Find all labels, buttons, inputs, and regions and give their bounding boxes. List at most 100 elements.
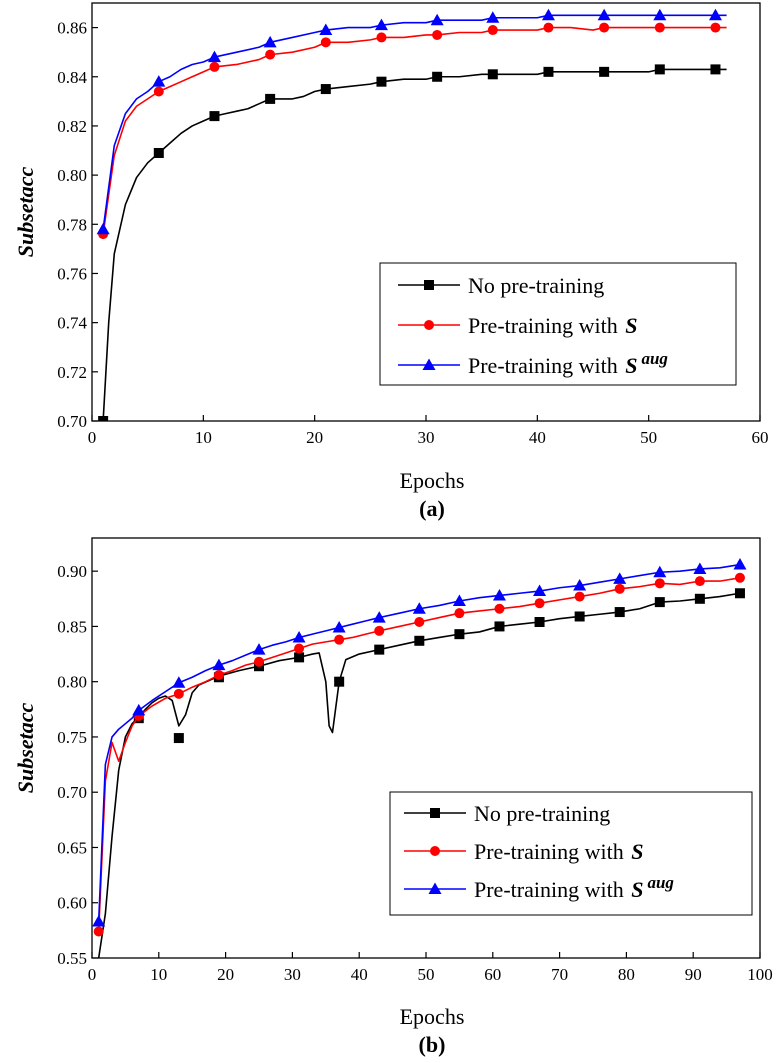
data-point-no-pretraining xyxy=(320,84,331,95)
data-point-pretraining-saug xyxy=(152,75,166,87)
legend-label-text: No pre-training xyxy=(468,273,604,298)
series-pretraining-saug xyxy=(92,558,747,927)
series-no-pretraining xyxy=(98,64,727,421)
x-tick-label: 10 xyxy=(195,428,212,447)
data-point-no-pretraining xyxy=(98,416,109,421)
data-point-pretraining-saug xyxy=(212,658,226,671)
y-tick-label: 0.76 xyxy=(57,264,87,283)
series-pretraining-s xyxy=(93,572,745,937)
data-point-pretraining-saug xyxy=(263,35,277,48)
y-axis-ticks: 0.70 0.72 0.74 0.76 0.78 0.80 0.82 0.84 0.86 xyxy=(57,19,98,431)
data-point-pretraining-s xyxy=(614,583,625,594)
y-tick-label: 0.74 xyxy=(57,314,87,333)
data-point-no-pretraining xyxy=(173,733,184,744)
data-point-pretraining-s xyxy=(173,688,184,699)
legend-label-no-pretraining: No pre-training xyxy=(474,801,610,826)
legend-marker-no-pretraining xyxy=(424,280,434,290)
x-tick-label: 60 xyxy=(752,428,769,447)
data-point-no-pretraining xyxy=(432,71,443,82)
data-point-pretraining-s xyxy=(487,25,498,36)
data-point-pretraining-saug xyxy=(653,8,667,21)
data-point-pretraining-saug xyxy=(374,18,388,31)
legend-label-text: Pre-training with xyxy=(468,313,623,338)
x-axis-title: Epochs xyxy=(400,468,465,493)
legend-superscript: aug xyxy=(641,349,668,368)
data-point-pretraining-saug xyxy=(492,588,506,601)
y-tick-label: 0.70 xyxy=(57,783,87,802)
x-tick-label: 20 xyxy=(306,428,323,447)
data-point-pretraining-saug xyxy=(132,703,146,716)
legend-symbol: S xyxy=(625,313,637,338)
chart-panel-b: 0.55 0.60 0.65 0.70 0.75 0.80 0.85 0.90 0 10 20 30… xyxy=(13,537,773,1057)
legend-marker-no-pretraining xyxy=(430,808,440,818)
x-tick-label: 70 xyxy=(551,965,568,984)
data-point-pretraining-s xyxy=(153,86,164,97)
data-point-no-pretraining xyxy=(294,652,305,663)
y-tick-label: 0.86 xyxy=(57,19,87,38)
data-point-no-pretraining xyxy=(599,66,610,77)
data-point-pretraining-saug xyxy=(597,8,611,21)
data-point-pretraining-s xyxy=(534,598,545,609)
data-point-pretraining-s xyxy=(543,22,554,33)
data-point-pretraining-saug xyxy=(613,572,627,584)
data-point-pretraining-saug xyxy=(92,915,106,927)
legend-label-pretraining-s: Pre-training with S xyxy=(474,839,643,864)
x-tick-label: 40 xyxy=(351,965,368,984)
data-point-pretraining-saug xyxy=(412,602,426,614)
legend-symbol: S xyxy=(631,839,643,864)
data-point-pretraining-saug xyxy=(207,50,221,63)
data-point-pretraining-s xyxy=(294,643,305,654)
y-tick-label: 0.90 xyxy=(57,562,87,581)
y-tick-label: 0.60 xyxy=(57,894,87,913)
legend-label-text: Pre-training with xyxy=(474,839,629,864)
x-axis-ticks: 0 10 20 30 40 50 60 xyxy=(88,415,769,447)
x-tick-label: 30 xyxy=(418,428,435,447)
data-point-pretraining-s xyxy=(320,37,331,48)
data-point-pretraining-s xyxy=(734,572,745,583)
legend-symbol: S xyxy=(625,353,637,378)
data-point-pretraining-saug xyxy=(332,621,346,633)
y-axis-title: Subsetacc xyxy=(13,703,38,794)
data-point-no-pretraining xyxy=(374,644,385,655)
y-tick-label: 0.70 xyxy=(57,412,87,431)
x-tick-label: 60 xyxy=(484,965,501,984)
data-point-pretraining-saug xyxy=(252,643,266,655)
x-axis-title: Epochs xyxy=(400,1004,465,1029)
data-point-pretraining-s xyxy=(254,656,264,667)
series-group xyxy=(92,558,747,958)
data-point-pretraining-s xyxy=(654,578,665,589)
data-point-pretraining-saug xyxy=(533,584,547,597)
y-tick-label: 0.84 xyxy=(57,68,87,87)
legend-marker-pretraining-saug xyxy=(422,358,436,370)
data-point-pretraining-s xyxy=(599,22,610,33)
data-point-no-pretraining xyxy=(376,76,387,87)
y-tick-label: 0.80 xyxy=(57,673,87,692)
data-point-pretraining-saug xyxy=(541,8,555,21)
data-point-no-pretraining xyxy=(654,597,665,608)
data-point-pretraining-saug xyxy=(452,594,466,606)
y-axis-title: Subsetacc xyxy=(13,167,38,258)
data-point-pretraining-s xyxy=(494,603,505,614)
data-point-no-pretraining xyxy=(209,111,220,122)
data-point-pretraining-saug xyxy=(372,611,386,623)
data-point-no-pretraining xyxy=(494,621,505,632)
y-tick-label: 0.80 xyxy=(57,166,87,185)
y-tick-label: 0.82 xyxy=(57,117,87,136)
data-point-pretraining-saug xyxy=(573,579,587,591)
x-tick-label: 50 xyxy=(640,428,657,447)
data-point-no-pretraining xyxy=(694,593,705,604)
data-point-no-pretraining xyxy=(710,64,721,75)
data-point-pretraining-saug xyxy=(172,676,186,688)
x-tick-label: 10 xyxy=(150,965,167,984)
x-tick-label: 0 xyxy=(88,965,97,984)
y-tick-label: 0.75 xyxy=(57,728,87,747)
data-point-pretraining-saug xyxy=(733,558,747,570)
data-point-pretraining-s xyxy=(374,625,385,636)
data-point-pretraining-s xyxy=(432,29,443,40)
data-point-pretraining-saug xyxy=(96,222,110,235)
